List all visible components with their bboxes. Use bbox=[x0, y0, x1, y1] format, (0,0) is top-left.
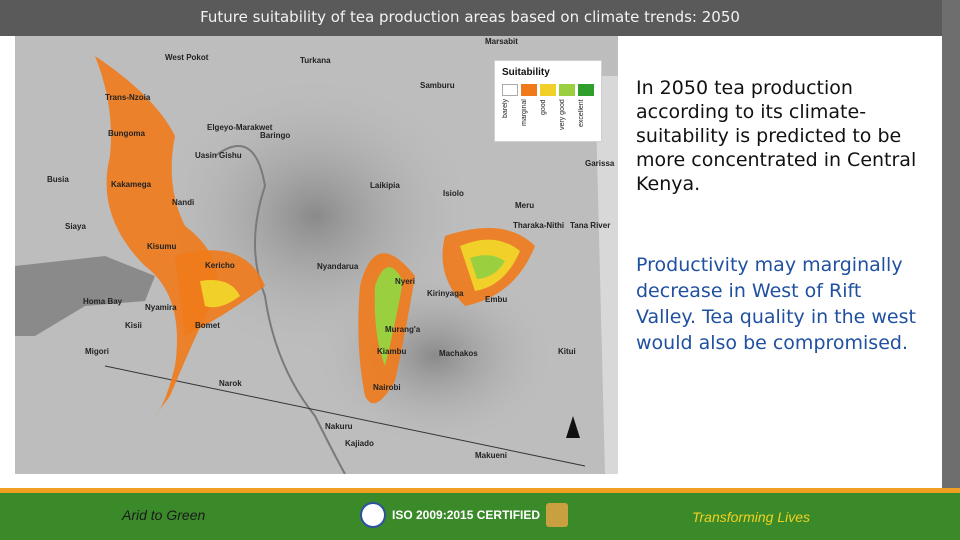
map-label-embu: Embu bbox=[485, 295, 507, 304]
map-label-nakuru: Nakuru bbox=[325, 422, 353, 431]
legend-label-very-good: very good bbox=[559, 99, 566, 130]
map-label-kirinyaga: Kirinyaga bbox=[427, 289, 464, 298]
rift-escarpment bbox=[214, 145, 346, 474]
right-decor-strip bbox=[942, 0, 960, 488]
footer-certification: ISO 2009:2015 CERTIFIED bbox=[360, 502, 569, 528]
map-label-kisii: Kisii bbox=[125, 321, 142, 330]
tea-zone-aberdares-verygood bbox=[374, 267, 403, 366]
map-label-narok: Narok bbox=[219, 379, 242, 388]
map-label-kericho: Kericho bbox=[205, 261, 235, 270]
legend-title: Suitability bbox=[502, 67, 550, 78]
finding-paragraph-1: In 2050 tea production according to its … bbox=[636, 77, 917, 195]
legend-label-good: good bbox=[540, 99, 547, 115]
tea-zone-mtkenya-verygood bbox=[470, 255, 505, 279]
map-label-busia: Busia bbox=[47, 175, 69, 184]
map-label-west-pokot: West Pokot bbox=[165, 53, 209, 62]
map-label-garissa: Garissa bbox=[585, 159, 615, 168]
coat-of-arms-icon bbox=[546, 503, 569, 527]
suitability-legend: Suitability barely marginal good very go… bbox=[494, 60, 602, 142]
footer-orange-stripe bbox=[0, 488, 960, 493]
map-label-nyandarua: Nyandarua bbox=[317, 262, 359, 271]
footer-left-slogan: Arid to Green bbox=[122, 507, 206, 523]
footer-bar: Arid to Green ISO 2009:2015 CERTIFIED Tr… bbox=[0, 488, 960, 540]
border-line bbox=[104, 365, 586, 467]
legend-swatch-very-good bbox=[559, 84, 575, 96]
map-label-bomet: Bomet bbox=[195, 321, 220, 330]
tea-zone-kericho-good bbox=[200, 280, 240, 308]
legend-label-barely: barely bbox=[502, 99, 509, 119]
finding-paragraph-2: Productivity may marginally decrease in … bbox=[636, 254, 916, 354]
map-label-bungoma: Bungoma bbox=[108, 129, 145, 138]
map-label-kakamega: Kakamega bbox=[111, 180, 152, 189]
map-label-nyamira: Nyamira bbox=[145, 303, 177, 312]
footer-right-slogan: Transforming Lives bbox=[692, 509, 811, 525]
map-label-migori: Migori bbox=[85, 347, 109, 356]
map-label-turkana: Turkana bbox=[300, 56, 331, 65]
legend-label-excellent: excellent bbox=[578, 99, 585, 127]
legend-swatch-good bbox=[540, 84, 556, 96]
map-label-makueni: Makueni bbox=[475, 451, 507, 460]
iso-seal-icon bbox=[360, 502, 386, 528]
map-label-trans-nzoia: Trans-Nzoia bbox=[105, 93, 151, 102]
title-bar: Future suitability of tea production are… bbox=[0, 0, 960, 36]
map-label-kitui: Kitui bbox=[558, 347, 576, 356]
map-label-uasin-gishu: Uasin Gishu bbox=[195, 151, 242, 160]
legend-swatch-marginal bbox=[521, 84, 537, 96]
map-label-nyeri: Nyeri bbox=[395, 277, 415, 286]
map-label-muranga: Murang'a bbox=[385, 325, 421, 334]
map-label-tana-river: Tana River bbox=[570, 221, 610, 230]
map-label-samburu: Samburu bbox=[420, 81, 455, 90]
map-label-machakos: Machakos bbox=[439, 349, 478, 358]
map-label-siaya: Siaya bbox=[65, 222, 86, 231]
map-label-kajiado: Kajiado bbox=[345, 439, 374, 448]
map-label-nandi: Nandi bbox=[172, 198, 194, 207]
map-label-elgeyo: Elgeyo-Marakwet bbox=[207, 123, 273, 132]
map-label-kiambu: Kiambu bbox=[377, 347, 406, 356]
legend-label-marginal: marginal bbox=[521, 99, 528, 126]
map-label-nairobi: Nairobi bbox=[373, 383, 401, 392]
slide-title: Future suitability of tea production are… bbox=[200, 8, 740, 26]
north-arrow-icon bbox=[566, 416, 580, 438]
map-label-isiolo: Isiolo bbox=[443, 189, 464, 198]
map-label-meru: Meru bbox=[515, 201, 534, 210]
lake-victoria bbox=[15, 256, 155, 336]
map-label-tharaka-nithi: Tharaka-Nithi bbox=[513, 221, 564, 230]
map-label-marsabit: Marsabit bbox=[485, 37, 518, 46]
map-label-homa-bay: Homa Bay bbox=[83, 297, 123, 306]
map-label-laikipia: Laikipia bbox=[370, 181, 400, 190]
map-label-kisumu: Kisumu bbox=[147, 242, 176, 251]
legend-swatch-excellent bbox=[578, 84, 594, 96]
map-label-baringo: Baringo bbox=[260, 131, 290, 140]
map-edge-shade bbox=[595, 76, 618, 474]
legend-swatch-barely bbox=[502, 84, 518, 96]
iso-certified-text: ISO 2009:2015 CERTIFIED bbox=[392, 508, 541, 522]
